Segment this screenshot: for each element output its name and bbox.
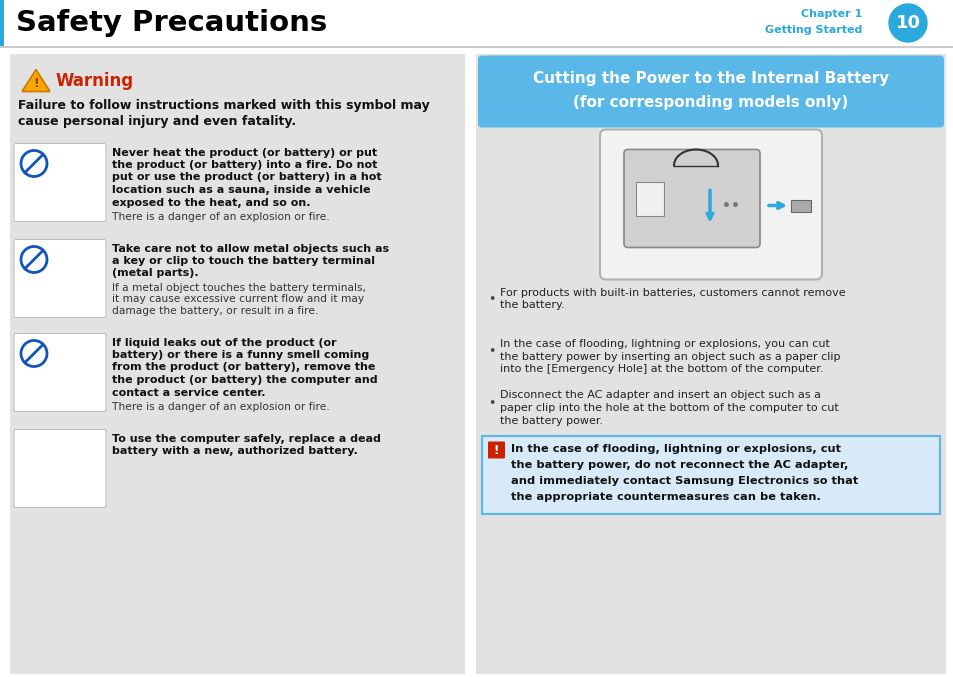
- FancyBboxPatch shape: [14, 334, 106, 412]
- Text: In the case of flooding, lightning or explosions, cut: In the case of flooding, lightning or ex…: [511, 443, 841, 454]
- FancyBboxPatch shape: [14, 429, 106, 508]
- Text: •: •: [488, 397, 495, 410]
- Text: from the product (or battery), remove the: from the product (or battery), remove th…: [112, 362, 375, 372]
- Text: and immediately contact Samsung Electronics so that: and immediately contact Samsung Electron…: [511, 475, 858, 485]
- Text: exposed to the heat, and so on.: exposed to the heat, and so on.: [112, 198, 310, 207]
- Text: Failure to follow instructions marked with this symbol may: Failure to follow instructions marked wi…: [18, 100, 429, 112]
- Text: To use the computer safely, replace a dead: To use the computer safely, replace a de…: [112, 433, 380, 443]
- Text: (for corresponding models only): (for corresponding models only): [573, 95, 848, 110]
- FancyBboxPatch shape: [477, 56, 943, 127]
- FancyBboxPatch shape: [790, 200, 810, 211]
- FancyBboxPatch shape: [14, 240, 106, 318]
- Text: paper clip into the hole at the bottom of the computer to cut: paper clip into the hole at the bottom o…: [499, 403, 838, 413]
- Text: Disconnect the AC adapter and insert an object such as a: Disconnect the AC adapter and insert an …: [499, 391, 821, 401]
- Text: Cutting the Power to the Internal Battery: Cutting the Power to the Internal Batter…: [533, 71, 888, 86]
- Text: !: !: [33, 77, 39, 90]
- Text: •: •: [488, 345, 495, 358]
- Text: For products with built-in batteries, customers cannot remove: For products with built-in batteries, cu…: [499, 288, 844, 297]
- Text: damage the battery, or result in a fire.: damage the battery, or result in a fire.: [112, 306, 318, 316]
- Text: the battery power by inserting an object such as a paper clip: the battery power by inserting an object…: [499, 351, 840, 362]
- FancyBboxPatch shape: [488, 441, 504, 458]
- FancyBboxPatch shape: [476, 53, 945, 674]
- Text: cause personal injury and even fatality.: cause personal injury and even fatality.: [18, 114, 295, 127]
- FancyBboxPatch shape: [599, 129, 821, 280]
- Circle shape: [888, 4, 926, 42]
- FancyBboxPatch shape: [10, 53, 464, 674]
- FancyBboxPatch shape: [623, 150, 760, 248]
- Text: 10: 10: [895, 14, 920, 32]
- Text: •: •: [488, 294, 495, 307]
- Text: There is a danger of an explosion or fire.: There is a danger of an explosion or fir…: [112, 402, 330, 412]
- Text: (metal parts).: (metal parts).: [112, 269, 198, 278]
- Text: Chapter 1: Chapter 1: [800, 9, 862, 19]
- Text: the battery power, do not reconnect the AC adapter,: the battery power, do not reconnect the …: [511, 460, 847, 470]
- Text: into the [Emergency Hole] at the bottom of the computer.: into the [Emergency Hole] at the bottom …: [499, 364, 822, 374]
- Text: location such as a sauna, inside a vehicle: location such as a sauna, inside a vehic…: [112, 185, 370, 195]
- Text: the appropriate countermeasures can be taken.: the appropriate countermeasures can be t…: [511, 492, 820, 502]
- FancyBboxPatch shape: [636, 181, 663, 215]
- Text: There is a danger of an explosion or fire.: There is a danger of an explosion or fir…: [112, 212, 330, 222]
- Polygon shape: [22, 70, 50, 91]
- Text: Take care not to allow metal objects such as: Take care not to allow metal objects suc…: [112, 244, 389, 253]
- Text: If a metal object touches the battery terminals,: If a metal object touches the battery te…: [112, 283, 366, 293]
- Text: a key or clip to touch the battery terminal: a key or clip to touch the battery termi…: [112, 256, 375, 266]
- FancyBboxPatch shape: [0, 0, 4, 46]
- FancyBboxPatch shape: [0, 46, 953, 47]
- FancyBboxPatch shape: [0, 47, 953, 677]
- Text: Safety Precautions: Safety Precautions: [16, 9, 327, 37]
- Text: battery with a new, authorized battery.: battery with a new, authorized battery.: [112, 446, 357, 456]
- Text: Getting Started: Getting Started: [763, 25, 862, 35]
- FancyBboxPatch shape: [14, 144, 106, 221]
- Text: the product (or battery) the computer and: the product (or battery) the computer an…: [112, 375, 377, 385]
- Text: contact a service center.: contact a service center.: [112, 387, 265, 397]
- FancyBboxPatch shape: [0, 0, 953, 46]
- Text: Never heat the product (or battery) or put: Never heat the product (or battery) or p…: [112, 148, 376, 158]
- Text: !: !: [494, 443, 498, 456]
- Text: put or use the product (or battery) in a hot: put or use the product (or battery) in a…: [112, 173, 381, 183]
- FancyBboxPatch shape: [481, 435, 939, 513]
- Text: the battery power.: the battery power.: [499, 416, 602, 426]
- Text: the product (or battery) into a fire. Do not: the product (or battery) into a fire. Do…: [112, 160, 377, 170]
- Text: it may cause excessive current flow and it may: it may cause excessive current flow and …: [112, 294, 364, 305]
- Text: If liquid leaks out of the product (or: If liquid leaks out of the product (or: [112, 338, 336, 347]
- Text: Warning: Warning: [56, 72, 134, 91]
- Text: battery) or there is a funny smell coming: battery) or there is a funny smell comin…: [112, 350, 369, 360]
- Text: the battery.: the battery.: [499, 300, 564, 310]
- Text: In the case of flooding, lightning or explosions, you can cut: In the case of flooding, lightning or ex…: [499, 339, 829, 349]
